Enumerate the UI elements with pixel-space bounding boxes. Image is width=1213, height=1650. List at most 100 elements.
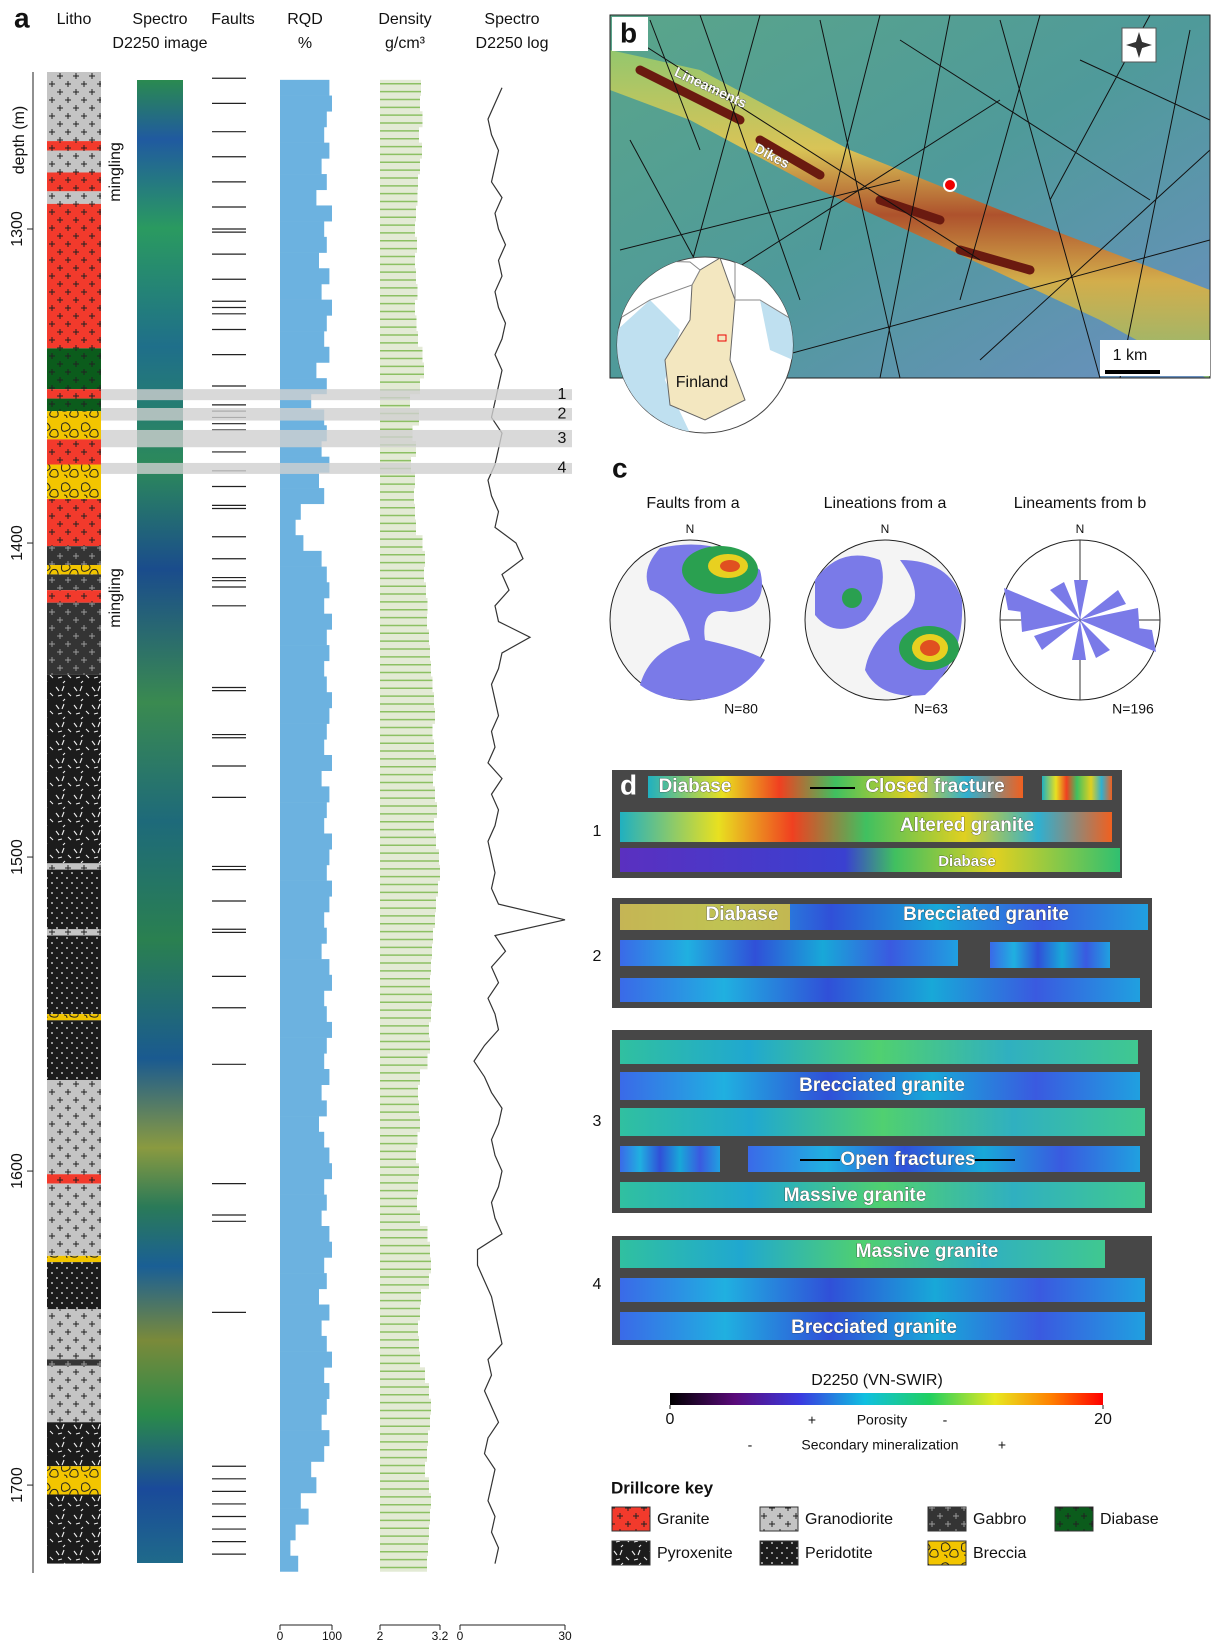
rqd-bar: [280, 1257, 325, 1274]
density-bar: [380, 1430, 428, 1447]
core-annotation: Brecciated granite: [799, 1075, 965, 1096]
density-bar: [380, 1335, 419, 1352]
depth-tick-label: 1500: [9, 839, 26, 875]
rqd-bar: [280, 582, 330, 599]
density-bar: [380, 189, 418, 206]
density-bar: [380, 142, 422, 159]
sample-label: 1: [558, 386, 567, 403]
density-bar: [380, 817, 434, 834]
rqd-bar: [280, 692, 332, 709]
density-bar: [380, 1163, 419, 1180]
key-pattern: [760, 1507, 798, 1531]
litho-pattern: [47, 172, 101, 192]
rqd-bar: [280, 1461, 312, 1478]
density-bar: [380, 1367, 425, 1384]
inset-content: [617, 257, 793, 433]
column-header: RQD: [287, 11, 323, 28]
rqd-bar: [280, 535, 304, 552]
column-header: g/cm³: [385, 35, 426, 52]
colorbar: D2250 (VN-SWIR) + Porosity - - Secondary…: [611, 1372, 1159, 1566]
density-bar: [380, 550, 425, 567]
density-bar: [380, 1540, 428, 1557]
core-strip: [1042, 776, 1112, 800]
stereonet-title: Lineations from a: [824, 495, 947, 512]
core-strip: [620, 1108, 1145, 1136]
density-bar: [380, 802, 437, 819]
rqd-bar: [280, 111, 327, 128]
core-strip: [990, 942, 1110, 968]
rqd-bar: [280, 1304, 330, 1321]
rqd-bar: [280, 158, 322, 175]
column-header: Litho: [57, 11, 92, 28]
colorbar-note: +: [808, 1412, 816, 1428]
rqd-bar: [280, 1194, 327, 1211]
density-bar: [380, 911, 435, 928]
density-bar: [380, 1116, 420, 1133]
rqd-bar: [280, 1351, 332, 1368]
panel-b: b Lineaments Dikes 1 km Finland: [609, 14, 1211, 434]
key-label: Pyroxenite: [657, 1545, 733, 1562]
density-bar: [380, 1461, 425, 1478]
x-tick-label: 100: [322, 1629, 342, 1643]
rqd-bar: [280, 142, 330, 159]
rqd-bar: [280, 1430, 330, 1447]
count-label: N=80: [724, 701, 758, 717]
litho-pattern: [47, 1494, 101, 1564]
colorbar-note: +: [998, 1437, 1006, 1453]
core-strip: [620, 904, 790, 930]
density-bar: [380, 723, 433, 740]
panel-label: b: [620, 17, 637, 48]
rqd-bar: [280, 1084, 322, 1101]
rqd-bar: [280, 315, 327, 332]
density-bar: [380, 974, 430, 991]
density-bar: [380, 1147, 416, 1164]
rqd-bar: [280, 503, 301, 520]
rqd-bar: [280, 331, 325, 348]
litho-pattern: [47, 1262, 101, 1310]
density-bar: [380, 1288, 421, 1305]
density-bar: [380, 1178, 418, 1195]
density-bar: [380, 692, 434, 709]
rqd-bar: [280, 221, 325, 238]
density-bar: [380, 660, 431, 677]
rqd-bar: [280, 205, 332, 222]
sample-band: [101, 407, 572, 421]
column-header: Spectro: [484, 11, 539, 28]
rqd-bar: [280, 236, 327, 253]
rqd-bar: [280, 1414, 322, 1431]
key-pattern: [928, 1541, 966, 1565]
key-label: Peridotite: [805, 1545, 873, 1562]
core-number: 1: [593, 823, 602, 840]
rqd-bar: [280, 79, 330, 96]
location-box: [717, 334, 727, 342]
rqd-bar: [280, 1524, 296, 1541]
x-tick-label: 0: [277, 1629, 284, 1643]
density-bar: [380, 205, 416, 222]
litho-pattern: [47, 1359, 101, 1366]
rqd-bar: [280, 896, 330, 913]
panel-label: d: [620, 769, 637, 800]
density-bar: [380, 880, 438, 897]
rqd-bar: [280, 1100, 327, 1117]
litho-pattern: [47, 1183, 101, 1256]
sample-label: 4: [558, 460, 567, 477]
mingling-label: mingling: [107, 568, 124, 628]
core-strip: [620, 1182, 1145, 1208]
density-contour: [842, 588, 862, 608]
core-annotation: Closed fracture: [865, 776, 1004, 797]
core-strip: [620, 978, 1140, 1002]
rqd-bar: [280, 660, 325, 677]
density-bar: [380, 503, 415, 520]
density-bar: [380, 1100, 419, 1117]
density-bar: [380, 1053, 428, 1070]
litho-pattern: [47, 439, 101, 465]
litho-pattern: [47, 398, 101, 412]
density-bar: [380, 833, 436, 850]
rqd-bar: [280, 1210, 322, 1227]
sample-band: [101, 429, 572, 448]
density-bar: [380, 582, 426, 599]
colorbar-title: D2250 (VN-SWIR): [811, 1372, 943, 1389]
rqd-bar: [280, 346, 330, 363]
rqd-bar: [280, 786, 330, 803]
rqd-bar: [280, 1053, 325, 1070]
